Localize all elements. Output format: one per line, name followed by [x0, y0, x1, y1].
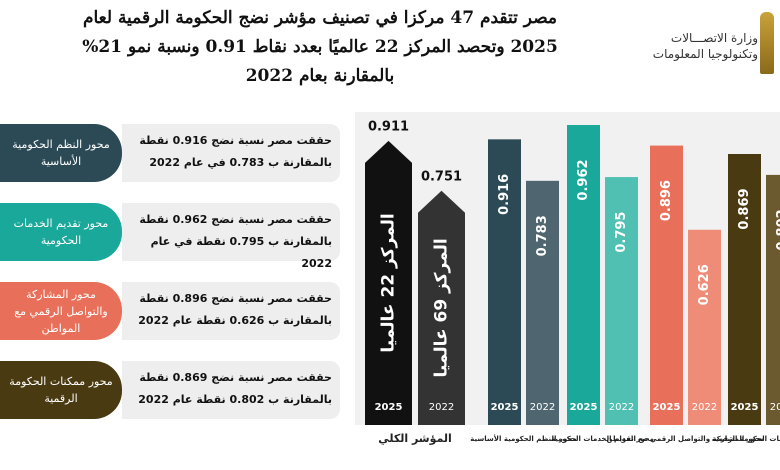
- year-label: 2022: [530, 402, 555, 413]
- year-label: 2025: [375, 402, 403, 413]
- bar: [488, 139, 521, 426]
- category-label: محور النظم الحكومية الأساسية: [470, 434, 576, 443]
- logo-figure: [760, 12, 774, 74]
- card-text: حققت مصر نسبة نضج 0.916 نقطة بالمقارنة ب…: [122, 124, 340, 182]
- card-label: محور تقديم الخدمات الحكومية: [0, 203, 122, 261]
- rank-label: المركز 22 عالميا: [379, 213, 399, 352]
- value-label: 0.869: [737, 188, 752, 229]
- year-label: 2025: [653, 402, 681, 413]
- bar: [365, 140, 412, 426]
- value-label: 0.896: [659, 180, 674, 221]
- value-label: 0.795: [614, 212, 629, 253]
- category-label: محور ممكنات الحكومة الرقمية: [712, 435, 780, 443]
- bar: [650, 145, 683, 425]
- card-text: حققت مصر نسبة نضج 0.896 نقطة بالمقارنة ب…: [122, 282, 340, 340]
- value-label: 0.916: [497, 174, 512, 215]
- card-label: محور النظم الحكومية الأساسية: [0, 124, 122, 182]
- value-label: 0.962: [576, 159, 591, 200]
- card-label: محور ممكنات الحكومة الرقمية: [0, 361, 122, 419]
- title-line: مصر تتقدم 47 مركزا في تصنيف مؤشر نضج الح…: [82, 8, 558, 28]
- bar: [688, 229, 721, 425]
- rank-label: المركز 69 عالميا: [432, 238, 452, 377]
- year-label: 2022: [429, 402, 454, 413]
- bar: [605, 177, 638, 425]
- card: محور ممكنات الحكومة الرقمية حققت مصر نسبة…: [0, 361, 340, 419]
- logo: وزارة الاتصـــالات وتكنولوجيا المعلومات: [640, 30, 758, 62]
- bar: [567, 125, 600, 425]
- category-label: محور المشاركة والتواصل الرقمي مع المواطن: [606, 435, 764, 443]
- year-label: 2025: [570, 402, 598, 413]
- year-label: 2025: [491, 402, 519, 413]
- year-label: 2025: [731, 402, 759, 413]
- card: محور تقديم الخدمات الحكومية حققت مصر نسبة…: [0, 203, 340, 270]
- title-line: بالمقارنة بعام 2022: [245, 66, 395, 86]
- card-text: حققت مصر نسبة نضج 0.962 نقطة بالمقارنة ب…: [122, 203, 340, 270]
- title-line: 2025 وتحصد المركز 22 عالميًا بعدد نقاط 0…: [82, 37, 558, 57]
- card-text: حققت مصر نسبة نضج 0.869 نقطة بالمقارنة ب…: [122, 361, 340, 419]
- value-label: 0.783: [535, 215, 550, 256]
- category-label: المؤشر الكلي: [378, 432, 452, 445]
- value-label: 0.802: [775, 209, 780, 250]
- bar: [418, 190, 465, 425]
- logo-line: وزارة الاتصـــالات: [670, 31, 758, 45]
- year-label: 2022: [770, 402, 780, 413]
- value-label: 0.626: [697, 264, 712, 305]
- card: محور المشاركة والتواصل الرقمي مع المواطن…: [0, 282, 340, 340]
- logo-line: وتكنولوجيا المعلومات: [652, 47, 758, 61]
- bar: [766, 174, 780, 425]
- year-label: 2022: [692, 402, 717, 413]
- bar: [728, 154, 761, 425]
- bar: [526, 180, 559, 425]
- value-label: 0.911: [368, 119, 409, 134]
- title: مصر تتقدم 47 مركزا في تصنيف مؤشر نضج الح…: [60, 4, 580, 91]
- card: محور النظم الحكومية الأساسية حققت مصر نسب…: [0, 124, 340, 182]
- category-label: محور تقديم الخدمات الحكومية: [551, 435, 654, 443]
- card-label: محور المشاركة والتواصل الرقمي مع المواطن: [0, 282, 122, 340]
- year-label: 2022: [609, 402, 634, 413]
- value-label: 0.751: [421, 169, 462, 184]
